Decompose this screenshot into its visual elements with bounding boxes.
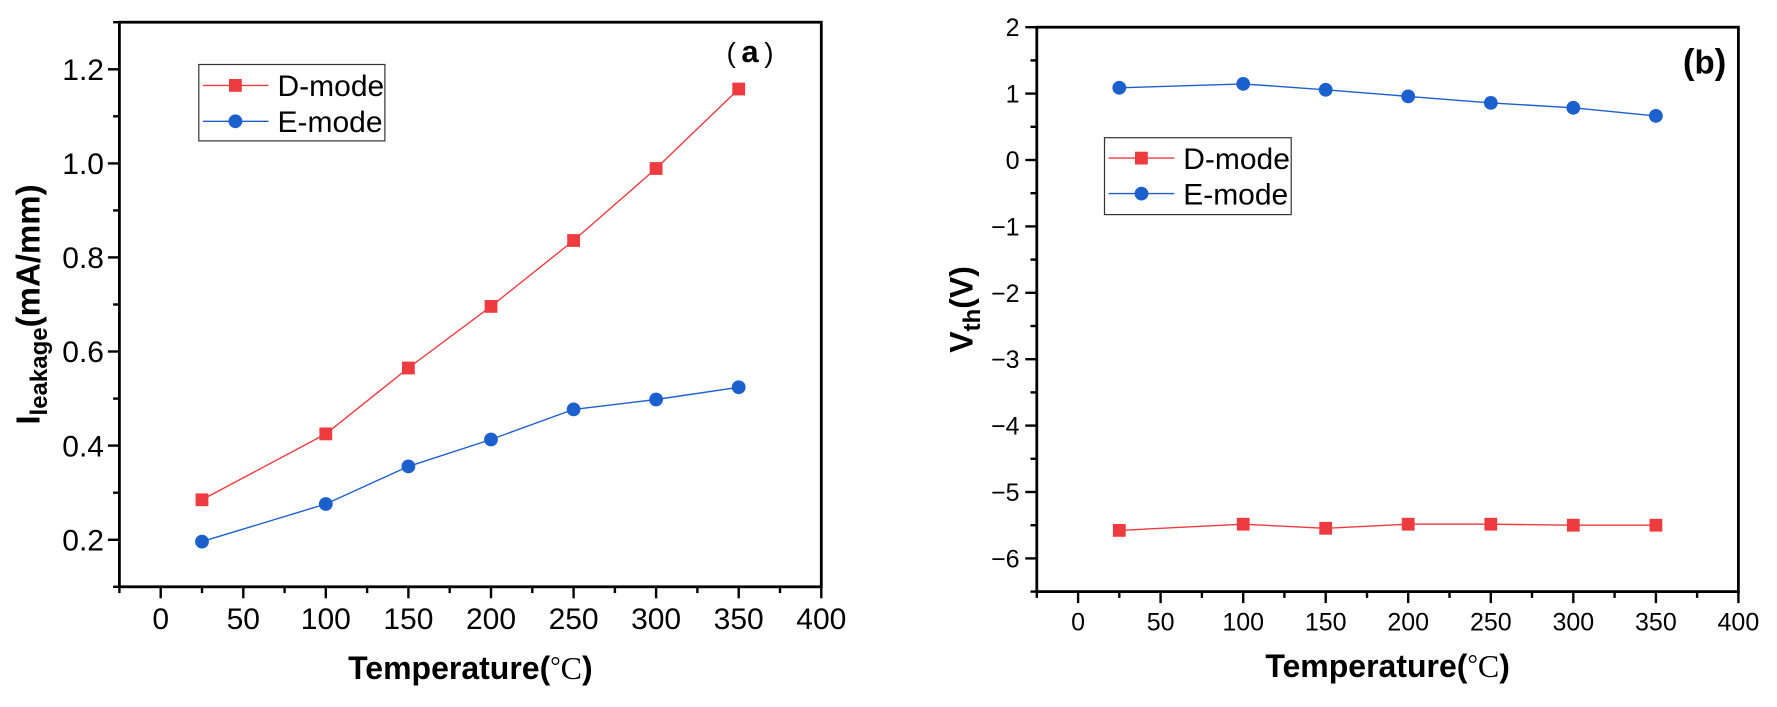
svg-text:1: 1 xyxy=(1006,81,1020,109)
svg-text:0.2: 0.2 xyxy=(62,525,104,558)
svg-text:50: 50 xyxy=(1147,609,1175,637)
svg-text:300: 300 xyxy=(1552,609,1594,637)
svg-text:E-mode: E-mode xyxy=(1183,178,1288,211)
svg-text:−3: −3 xyxy=(991,346,1020,374)
svg-text:100: 100 xyxy=(1222,609,1264,637)
svg-text:−5: −5 xyxy=(991,479,1020,507)
svg-text:D-mode: D-mode xyxy=(1183,143,1290,176)
svg-text:Temperature(°C): Temperature(°C) xyxy=(348,650,593,686)
svg-text:350: 350 xyxy=(1635,609,1677,637)
svg-text:−6: −6 xyxy=(991,545,1020,573)
svg-text:D-mode: D-mode xyxy=(278,70,385,103)
svg-text:0.6: 0.6 xyxy=(62,336,104,369)
svg-text:Temperature(°C): Temperature(°C) xyxy=(1265,648,1510,684)
svg-text:250: 250 xyxy=(549,603,599,636)
svg-text:150: 150 xyxy=(1305,609,1347,637)
svg-text:100: 100 xyxy=(301,603,351,636)
svg-text:0.4: 0.4 xyxy=(62,430,104,463)
svg-text:1.2: 1.2 xyxy=(62,54,104,87)
svg-text:E-mode: E-mode xyxy=(278,106,383,139)
svg-text:Ileakage(mA/mm): Ileakage(mA/mm) xyxy=(10,184,54,424)
svg-text:( a ): ( a ) xyxy=(726,34,773,69)
svg-text:50: 50 xyxy=(227,603,260,636)
svg-text:400: 400 xyxy=(796,603,846,636)
svg-text:0.8: 0.8 xyxy=(62,242,104,275)
svg-text:Vth(V): Vth(V) xyxy=(943,266,986,353)
svg-text:350: 350 xyxy=(714,603,764,636)
svg-text:400: 400 xyxy=(1718,609,1760,637)
svg-text:150: 150 xyxy=(383,603,433,636)
svg-text:(b): (b) xyxy=(1683,43,1726,82)
svg-text:0: 0 xyxy=(152,603,169,636)
svg-text:200: 200 xyxy=(466,603,516,636)
svg-text:−1: −1 xyxy=(991,213,1020,241)
svg-text:300: 300 xyxy=(631,603,681,636)
svg-text:0: 0 xyxy=(1071,609,1085,637)
svg-text:−2: −2 xyxy=(991,280,1020,308)
svg-text:0: 0 xyxy=(1006,147,1020,175)
svg-text:2: 2 xyxy=(1006,14,1020,42)
svg-text:1.0: 1.0 xyxy=(62,148,104,181)
svg-text:−4: −4 xyxy=(991,413,1020,441)
svg-text:200: 200 xyxy=(1387,609,1429,637)
svg-text:250: 250 xyxy=(1470,609,1512,637)
